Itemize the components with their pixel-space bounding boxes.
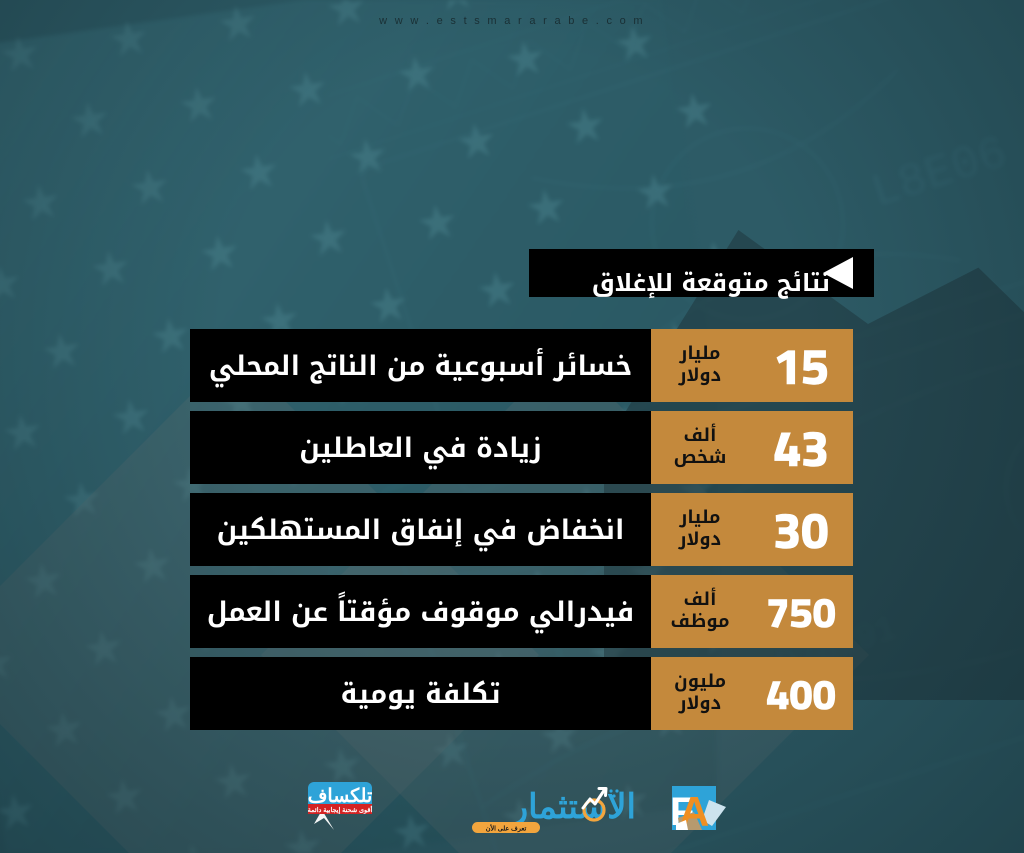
svg-text:الاستثمار: الاستثمار [510, 788, 636, 827]
svg-text:تلكساف: تلكساف [308, 786, 373, 807]
